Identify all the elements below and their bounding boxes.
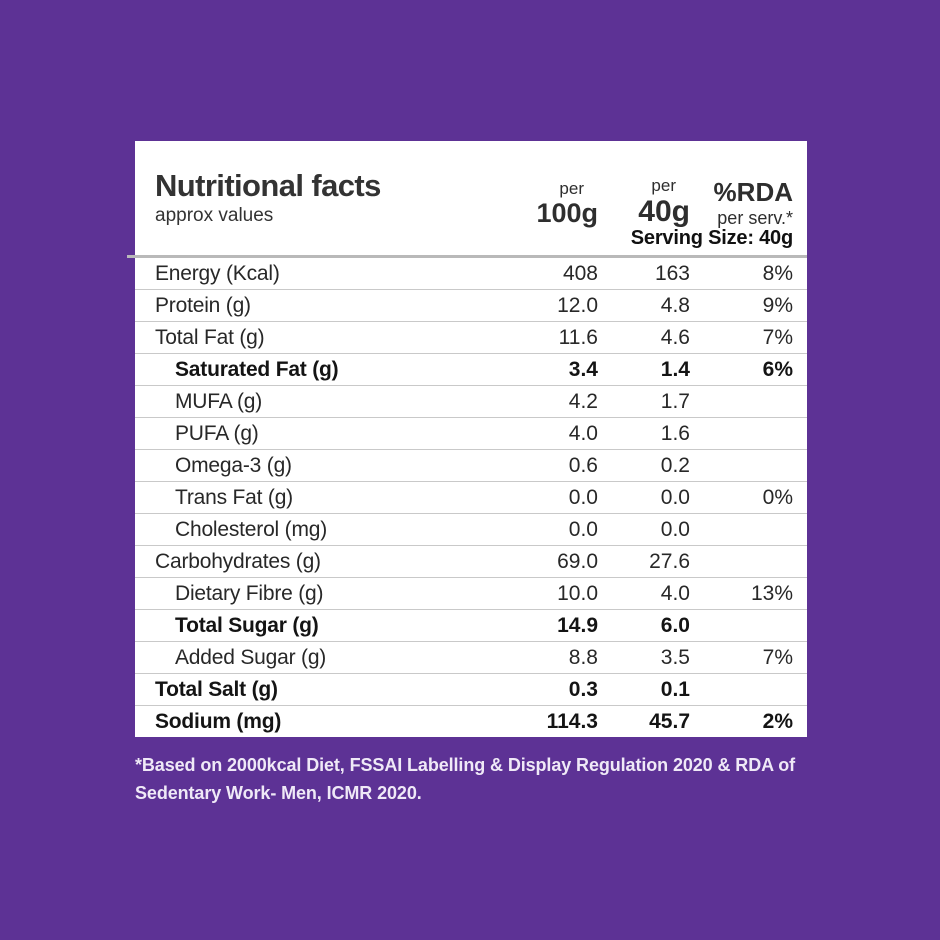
value-per-40g: 1.6 (660, 421, 690, 445)
value-per-100g: 0.6 (568, 453, 598, 477)
value-per-40g: 0.1 (660, 677, 690, 701)
table-row: Sodium (mg) 114.3 45.7 2% (135, 706, 807, 738)
value-per-40g: 4.6 (660, 325, 690, 349)
value-per-100g: 11.6 (558, 325, 598, 349)
column-header-rda: %RDA per serv.* (713, 177, 793, 228)
nutrient-label: Total Sugar (g) (175, 613, 319, 637)
value-per-100g: 0.3 (568, 677, 598, 701)
value-per-100g: 8.8 (568, 645, 598, 669)
value-per-100g: 114.3 (546, 710, 598, 733)
value-rda: 0% (762, 485, 793, 509)
table-row: Added Sugar (g) 8.8 3.5 7% (135, 642, 807, 674)
nutrient-label: Cholesterol (mg) (175, 517, 328, 541)
value-per-100g: 0.0 (568, 485, 598, 509)
nutrient-label: Omega-3 (g) (175, 453, 292, 477)
title-subtext: approx values (155, 205, 274, 226)
value-per-40g: 3.5 (660, 645, 690, 669)
value-per-40g: 4.0 (660, 581, 690, 605)
nutrient-label: MUFA (g) (175, 389, 263, 413)
table-row: Total Salt (g) 0.3 0.1 (135, 674, 807, 706)
value-rda: 7% (762, 325, 793, 349)
value-per-40g: 27.6 (649, 549, 690, 573)
column-header-per-100g: per 100g (536, 179, 598, 228)
table-row: Carbohydrates (g) 69.0 27.6 (135, 546, 807, 578)
table-row: Protein (g) 12.0 4.8 9% (135, 290, 807, 322)
value-per-40g: 0.0 (660, 517, 690, 541)
value-rda: 8% (762, 261, 793, 285)
value-per-100g: 0.0 (568, 517, 598, 541)
table-row: MUFA (g) 4.2 1.7 (135, 386, 807, 418)
header-divider (127, 255, 807, 258)
value-per-100g: 69.0 (557, 549, 598, 573)
rda-footnote: *Based on 2000kcal Diet, FSSAI Labelling… (135, 755, 796, 803)
value-per-40g: 1.4 (660, 357, 690, 381)
nutrient-label: Protein (g) (155, 293, 251, 317)
value-rda: 13% (750, 581, 793, 605)
column-header-per-40g: per 40g (638, 176, 690, 228)
value-per-40g: 45.7 (649, 710, 690, 733)
value-rda: 9% (762, 293, 793, 317)
table-row: Total Fat (g) 11.6 4.6 7% (135, 322, 807, 354)
nutrient-label: PUFA (g) (175, 421, 259, 445)
value-per-40g: 1.7 (660, 389, 690, 413)
table-row: Energy (Kcal) 408 163 8% (135, 258, 807, 290)
nutrient-label: Added Sugar (g) (175, 645, 327, 669)
table-row: Omega-3 (g) 0.6 0.2 (135, 450, 807, 482)
value-per-40g: 163 (654, 261, 690, 285)
value-per-100g: 408 (562, 261, 598, 285)
table-row: Cholesterol (mg) 0.0 0.0 (135, 514, 807, 546)
table-header: Nutritional facts approx values per 100g… (135, 141, 807, 227)
value-rda: 6% (762, 357, 793, 381)
nutrient-label: Saturated Fat (g) (175, 357, 339, 381)
value-per-100g: 14.9 (557, 613, 598, 637)
nutrient-label: Trans Fat (g) (175, 485, 293, 509)
nutrition-facts-card: Nutritional facts approx values per 100g… (127, 141, 807, 738)
title-block: Nutritional facts approx values (155, 170, 488, 227)
nutrient-label: Total Salt (g) (155, 677, 278, 701)
value-per-40g: 0.2 (660, 453, 690, 477)
nutrient-label: Dietary Fibre (g) (175, 581, 324, 605)
value-per-100g: 4.2 (568, 389, 598, 413)
table-row: Total Sugar (g) 14.9 6.0 (135, 610, 807, 642)
nutrient-label: Energy (Kcal) (155, 261, 280, 285)
value-per-40g: 6.0 (660, 613, 690, 637)
table-row: Dietary Fibre (g) 10.0 4.0 13% (135, 578, 807, 610)
table-row: Trans Fat (g) 0.0 0.0 0% (135, 482, 807, 514)
value-per-100g: 10.0 (557, 581, 598, 605)
value-per-100g: 3.4 (568, 357, 598, 381)
nutrient-label: Total Fat (g) (155, 325, 265, 349)
table-row: PUFA (g) 4.0 1.6 (135, 418, 807, 450)
value-rda: 2% (762, 710, 793, 733)
value-per-100g: 12.0 (557, 293, 598, 317)
page-title: Nutritional facts (155, 168, 381, 204)
value-per-40g: 0.0 (660, 485, 690, 509)
value-per-100g: 4.0 (568, 421, 598, 445)
nutrient-label: Carbohydrates (g) (155, 549, 321, 573)
nutrient-label: Sodium (mg) (155, 710, 282, 733)
value-per-40g: 4.8 (660, 293, 690, 317)
value-rda: 7% (762, 645, 793, 669)
serving-size-label: Serving Size: 40g (630, 227, 793, 249)
nutrition-table: Energy (Kcal) 408 163 8% Protein (g) 12.… (135, 258, 807, 738)
table-row: Saturated Fat (g) 3.4 1.4 6% (135, 354, 807, 386)
